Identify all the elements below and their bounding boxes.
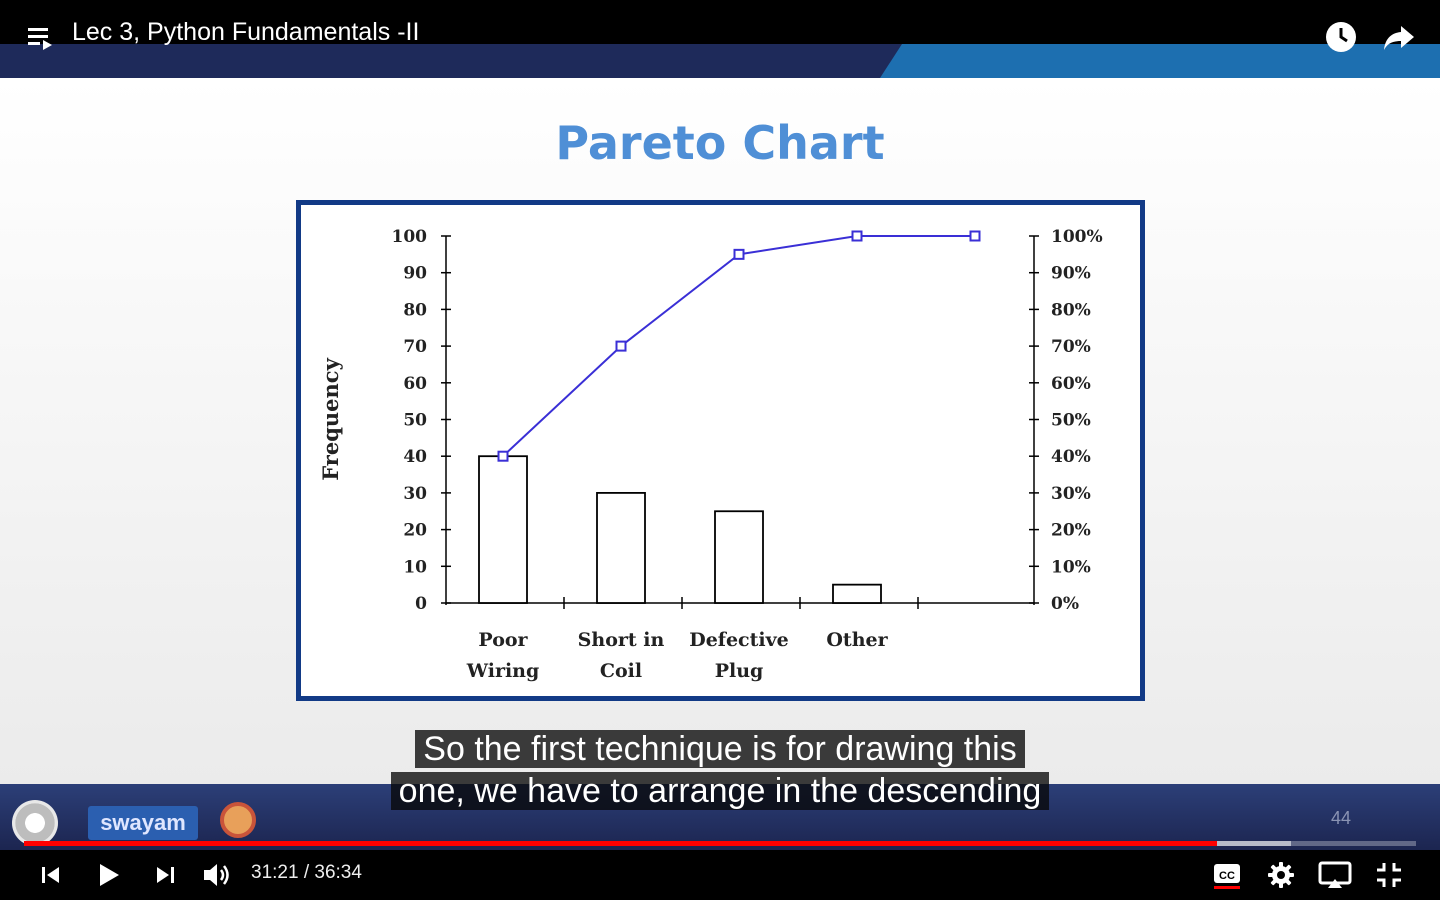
share-icon[interactable] <box>1382 22 1416 52</box>
bar <box>596 491 646 604</box>
y-tick-label: 70 <box>403 337 427 357</box>
x-tick-label: Short in <box>578 629 665 651</box>
y-tick-label: 90 <box>403 264 427 284</box>
gear-icon[interactable] <box>1264 858 1298 892</box>
video-frame[interactable]: Pareto Chart 100 100% 90 90% 80 80% 70 70% 60 60%… <box>0 0 1440 850</box>
caption-line-2: one, we have to arrange in the descendin… <box>0 770 1440 812</box>
y-tick-label: 40 <box>403 447 427 467</box>
cc-icon[interactable]: CC <box>1210 858 1244 892</box>
y-tick-label: 100 <box>392 227 428 247</box>
y2-tick-label: 80% <box>1051 300 1091 320</box>
y2-tick-label: 20% <box>1051 521 1091 541</box>
y-tick-label: 80 <box>403 300 427 320</box>
cumulative-point <box>851 230 863 242</box>
y2-tick-label: 100% <box>1051 227 1103 247</box>
caption-text-2: one, we have to arrange in the descendin… <box>390 772 1050 810</box>
cumulative-point <box>733 248 745 260</box>
pareto-chart: 100 100% 90 90% 80 80% 70 70% 60 60% 50 50% 40 40% 30 3… <box>296 200 1145 701</box>
volume-icon[interactable] <box>201 858 235 892</box>
y2-tick-label: 60% <box>1051 374 1091 394</box>
caption-line-1: So the first technique is for drawing th… <box>0 728 1440 770</box>
pareto-chart-svg: 100 100%90 90%80 80%70 70%60 60%50 50%40 40%30 3… <box>318 227 1103 682</box>
duration: 36:34 <box>314 862 362 883</box>
clock-icon[interactable] <box>1324 20 1358 54</box>
y-tick-label: 60 <box>403 374 427 394</box>
playlist-icon[interactable] <box>26 24 56 54</box>
x-tick-label: Defective <box>689 629 789 651</box>
y-tick-label: 20 <box>403 521 427 541</box>
y2-tick-label: 30% <box>1051 484 1091 504</box>
y-tick-label: 10 <box>403 557 427 577</box>
bar <box>478 455 528 604</box>
y-axis-label: Frequency <box>318 357 343 480</box>
y2-tick-label: 40% <box>1051 447 1091 467</box>
y-tick-label: 30 <box>403 484 427 504</box>
caption-text-1: So the first technique is for drawing th… <box>415 730 1025 768</box>
x-tick-label: Poor <box>478 629 528 651</box>
y-tick-label: 50 <box>403 411 427 431</box>
player-top-bar: Lec 3, Python Fundamentals -II <box>0 0 1440 52</box>
x-tick-label: Plug <box>715 660 764 682</box>
play-icon[interactable] <box>91 858 125 892</box>
slide-number: 44 <box>1330 808 1352 828</box>
y2-tick-label: 50% <box>1051 411 1091 431</box>
current-time: 31:21 <box>251 862 299 883</box>
bar <box>714 510 764 604</box>
cumulative-point <box>497 450 509 462</box>
cumulative-line <box>502 235 975 457</box>
skip-next-icon[interactable] <box>148 858 182 892</box>
nptel-logo <box>12 800 58 846</box>
y-tick-label: 0 <box>415 594 427 614</box>
cumulative-point <box>615 340 627 352</box>
cast-icon[interactable] <box>1316 858 1354 892</box>
time-display: 31:21 / 36:34 <box>251 862 362 884</box>
y2-tick-label: 0% <box>1051 594 1079 614</box>
x-tick-label: Wiring <box>466 660 540 682</box>
institute-logo <box>220 802 256 838</box>
exit-fullscreen-icon[interactable] <box>1372 858 1406 892</box>
cumulative-point <box>969 230 981 242</box>
player-controls: 31:21 / 36:34 CC <box>0 850 1440 900</box>
x-tick-label: Coil <box>600 660 642 682</box>
y2-tick-label: 10% <box>1051 557 1091 577</box>
swayam-logo: swayam <box>88 806 198 840</box>
x-tick-label: Other <box>826 629 888 651</box>
skip-previous-icon[interactable] <box>34 858 68 892</box>
svg-text:CC: CC <box>1219 870 1235 882</box>
bar <box>832 583 882 604</box>
slide-title: Pareto Chart <box>555 116 885 170</box>
progress-bar[interactable] <box>24 841 1416 846</box>
y2-tick-label: 90% <box>1051 264 1091 284</box>
time-separator: / <box>298 862 315 883</box>
progress-played <box>24 841 1217 846</box>
video-title[interactable]: Lec 3, Python Fundamentals -II <box>72 18 420 46</box>
y2-tick-label: 70% <box>1051 337 1091 357</box>
